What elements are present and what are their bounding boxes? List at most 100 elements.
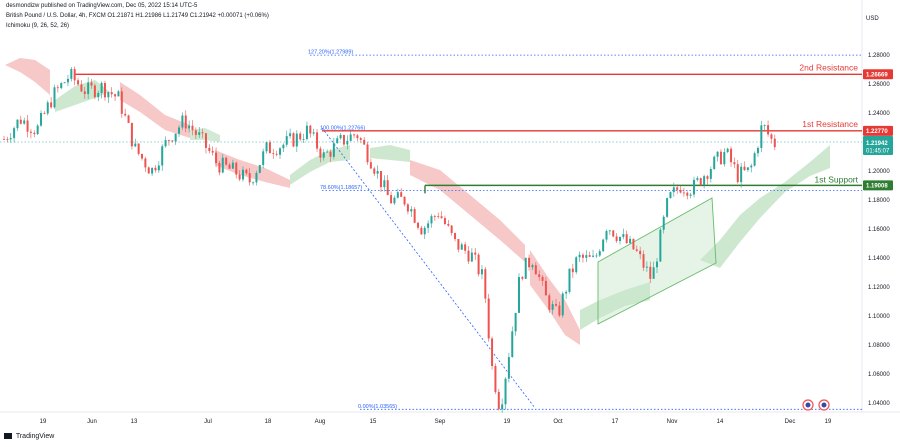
candle-down: [268, 142, 271, 154]
candle-down: [316, 132, 319, 149]
candle-up: [322, 152, 325, 158]
candle-down: [420, 227, 423, 235]
candle-up: [709, 168, 712, 179]
candle-down: [120, 91, 123, 114]
candle-up: [174, 133, 177, 142]
candle-up: [97, 92, 100, 98]
candle-down: [743, 166, 746, 170]
candle-up: [756, 147, 759, 154]
support-resistance-levels: 2nd Resistance 1.26669 1st Resistance 1.227…: [75, 62, 893, 194]
candle-up: [295, 133, 298, 147]
us-flag-event-icon-center: [805, 402, 811, 408]
candle-down: [215, 152, 218, 164]
candle-down: [699, 178, 702, 186]
candle-up: [575, 257, 578, 273]
candle-up: [332, 143, 335, 157]
candle-up: [87, 82, 90, 95]
candle-down: [272, 153, 275, 154]
fib-level-label: 0.00%(1.03565): [358, 404, 397, 410]
candle-down: [706, 176, 709, 179]
price-tick-label: 1.24000: [868, 111, 890, 117]
candle-up: [696, 178, 699, 180]
candle-down: [639, 250, 642, 255]
price-tick-label: 1.10000: [868, 314, 890, 320]
price-tick-label: 1.04000: [868, 401, 890, 407]
candle-down: [191, 125, 194, 131]
candle-down: [144, 158, 147, 168]
candle-up: [157, 165, 160, 171]
candle-up: [652, 267, 655, 279]
candle-down: [403, 196, 406, 205]
candle-up: [23, 120, 26, 124]
candle-down: [77, 80, 80, 85]
candle-up: [326, 151, 329, 153]
candle-down: [467, 250, 470, 262]
candle-down: [400, 192, 403, 197]
candle-up: [178, 127, 181, 134]
time-tick-label: Jul: [204, 419, 212, 425]
candle-up: [282, 144, 285, 149]
candle-down: [141, 153, 144, 159]
time-tick-label: 13: [131, 419, 138, 425]
price-tick-label: 1.12000: [868, 285, 890, 291]
candle-up: [376, 170, 379, 174]
level-price-tag-text: 1.22770: [866, 129, 888, 135]
time-axis-ticks: 19 Jun 13 Jul 18 Aug 15 Sep 19 Oct 17 Nov 14 Dec 19: [40, 419, 832, 425]
cloud-bull-3: [290, 145, 350, 185]
candle-up: [198, 132, 201, 135]
candle-up: [662, 216, 665, 230]
candle-up: [480, 269, 483, 275]
candle-up: [9, 138, 12, 140]
candle-down: [770, 134, 773, 139]
currency-label: USD: [866, 16, 879, 22]
candle-up: [252, 182, 255, 184]
candle-down: [676, 187, 679, 190]
candle-down: [248, 173, 251, 183]
candle-up: [655, 261, 658, 268]
candle-down: [541, 276, 544, 281]
candle-down: [447, 223, 450, 226]
time-tick-label: 18: [265, 419, 272, 425]
candle-down: [491, 338, 494, 367]
cloud-bear-1: [5, 58, 50, 95]
event-icons[interactable]: [802, 399, 830, 411]
level-price-tag: [863, 125, 893, 136]
candle-up: [383, 180, 386, 188]
candle-down: [686, 192, 689, 196]
candle-down: [625, 234, 628, 244]
candle-down: [733, 162, 736, 165]
candle-down: [50, 102, 53, 108]
candle-down: [83, 91, 86, 95]
candle-up: [578, 254, 581, 258]
candle-down: [437, 216, 440, 217]
candle-down: [534, 265, 537, 275]
candle-up: [703, 176, 706, 186]
candle-down: [130, 122, 133, 147]
candle-up: [336, 138, 339, 144]
candle-down: [353, 134, 356, 136]
candle-down: [433, 216, 436, 217]
time-tick-label: 14: [717, 419, 724, 425]
price-tick-label: 1.28000: [868, 53, 890, 59]
candle-up: [746, 167, 749, 170]
candle-up: [595, 255, 598, 257]
candle-down: [103, 82, 106, 98]
candle-up: [460, 244, 463, 250]
candle-down: [184, 115, 187, 129]
candle-up: [66, 78, 69, 83]
candle-up: [302, 139, 305, 140]
candle-up: [618, 236, 621, 242]
candle-up: [470, 252, 473, 262]
candle-up: [349, 134, 352, 141]
level-price-tag: [863, 69, 893, 80]
tradingview-footer[interactable]: TradingView: [4, 433, 54, 440]
publisher-line: desmondizw published on TradingView.com,…: [6, 3, 198, 9]
candle-down: [484, 269, 487, 299]
candle-up: [716, 151, 719, 157]
candle-up: [605, 231, 608, 240]
candle-down: [548, 295, 551, 310]
candle-up: [346, 140, 349, 145]
candle-down: [127, 115, 130, 123]
